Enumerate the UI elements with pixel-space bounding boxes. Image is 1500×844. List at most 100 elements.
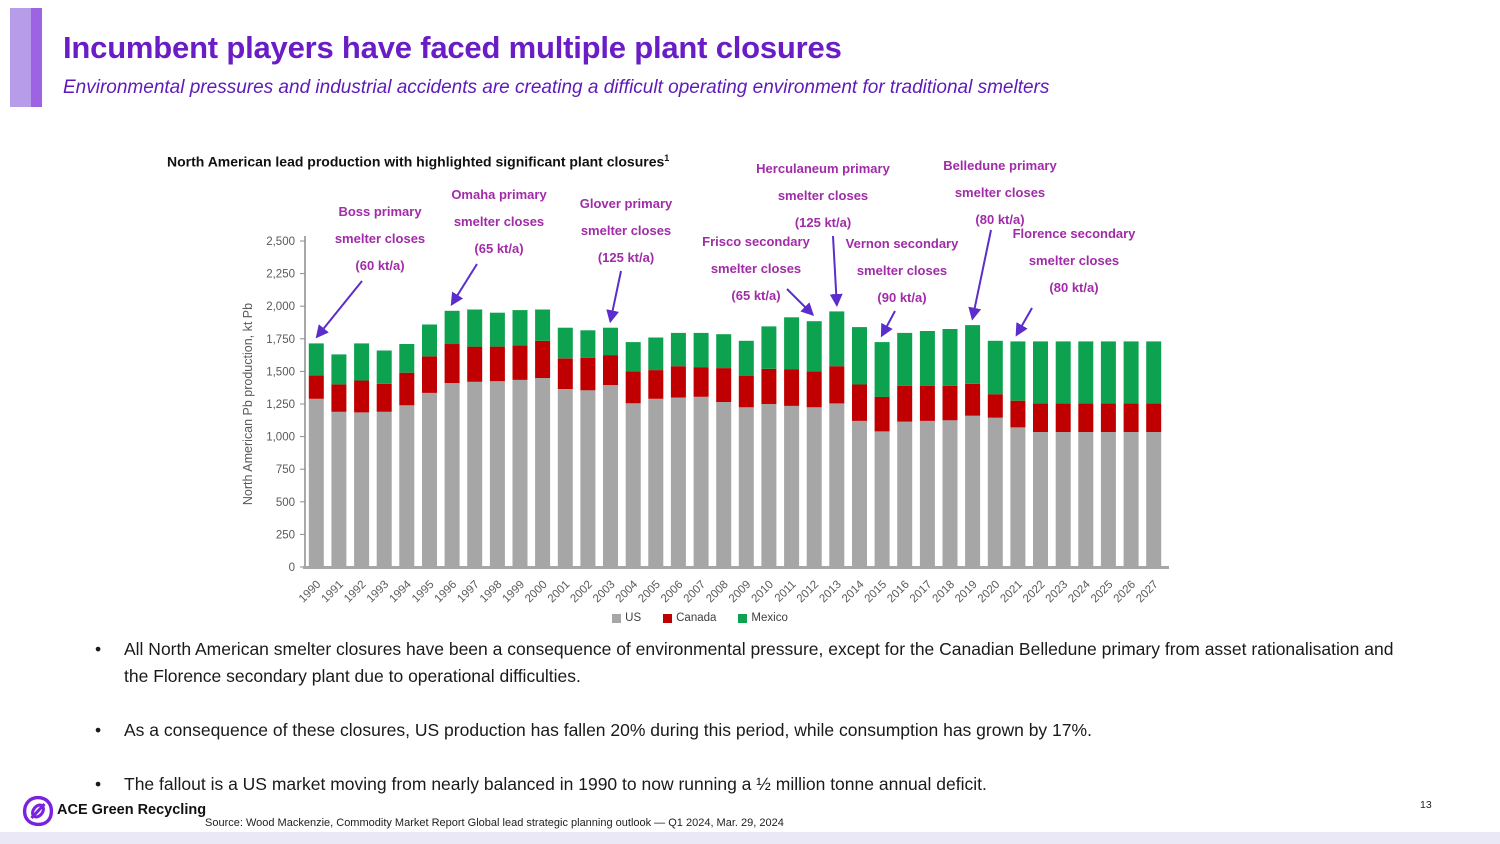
x-tick-label: 1997 bbox=[455, 579, 482, 606]
x-tick-label: 2003 bbox=[591, 579, 618, 606]
bar-segment-mexico-2013 bbox=[829, 311, 845, 367]
bar-segment-mexico-2007 bbox=[693, 332, 709, 368]
bar-segment-us-2027 bbox=[1146, 432, 1162, 567]
legend-swatch-us bbox=[612, 613, 622, 623]
x-tick-label: 1993 bbox=[365, 579, 392, 606]
bar-segment-canada-1999 bbox=[512, 345, 528, 380]
bar-segment-canada-2025 bbox=[1100, 403, 1116, 432]
ace-green-recycling-logo-icon bbox=[22, 795, 54, 827]
x-tick-label: 2018 bbox=[931, 579, 958, 606]
x-tick-label: 2007 bbox=[682, 579, 709, 606]
bar-segment-canada-1998 bbox=[489, 346, 505, 382]
annotation-capacity: (65 kt/a) bbox=[731, 288, 781, 303]
bar-segment-mexico-2023 bbox=[1055, 341, 1071, 404]
annotation-arrow-2021 bbox=[1015, 307, 1033, 337]
bullet-marker: • bbox=[95, 720, 102, 740]
page-number: 13 bbox=[1420, 799, 1432, 811]
bar-segment-canada-2011 bbox=[784, 369, 800, 406]
annotation-florence-secondary: Florence secondary smelter closes (80 kt… bbox=[986, 220, 1162, 301]
x-tick-label: 2015 bbox=[863, 579, 890, 606]
x-tick-label: 2010 bbox=[749, 579, 776, 606]
x-tick-label: 2004 bbox=[614, 578, 641, 605]
bar-segment-mexico-2006 bbox=[670, 332, 686, 367]
annotation-frisco-secondary: Frisco secondary smelter closes (65 kt/a… bbox=[668, 228, 844, 309]
bar-segment-mexico-2001 bbox=[557, 327, 573, 359]
bar-segment-mexico-2015 bbox=[874, 342, 890, 397]
bar-segment-canada-2022 bbox=[1033, 403, 1048, 432]
bar-segment-mexico-2017 bbox=[919, 331, 935, 386]
bar-segment-mexico-1997 bbox=[467, 309, 483, 347]
bar-segment-canada-2002 bbox=[580, 357, 596, 391]
bullet-text: The fallout is a US market moving from n… bbox=[124, 774, 987, 794]
bar-segment-mexico-2014 bbox=[852, 327, 867, 385]
bar-segment-us-2008 bbox=[716, 402, 732, 567]
x-tick-label: 2001 bbox=[546, 579, 573, 606]
slide-subtitle: Environmental pressures and industrial a… bbox=[63, 77, 1050, 98]
x-tick-label: 1998 bbox=[478, 579, 505, 606]
bar-segment-canada-1995 bbox=[422, 356, 437, 393]
bar-segment-mexico-2024 bbox=[1078, 341, 1094, 404]
x-tick-label: 2027 bbox=[1134, 579, 1161, 606]
bar-segment-us-2010 bbox=[761, 404, 777, 567]
bar-segment-canada-2027 bbox=[1146, 403, 1162, 432]
bar-segment-canada-2007 bbox=[693, 367, 709, 397]
bar-segment-us-1994 bbox=[399, 405, 415, 567]
bar-segment-mexico-2011 bbox=[784, 317, 800, 370]
bar-segment-canada-2017 bbox=[919, 385, 935, 421]
bar-segment-mexico-2000 bbox=[535, 309, 551, 341]
annotation-arrow-2003 bbox=[606, 270, 622, 324]
bar-segment-canada-2010 bbox=[761, 368, 777, 404]
x-tick-label: 2025 bbox=[1089, 579, 1116, 606]
bar-segment-mexico-1996 bbox=[444, 310, 460, 345]
x-tick-label: 2002 bbox=[568, 579, 595, 606]
bar-segment-us-2018 bbox=[942, 420, 958, 567]
bar-segment-us-2015 bbox=[874, 431, 890, 567]
footer-source: Source: Wood Mackenzie, Commodity Market… bbox=[205, 817, 784, 829]
legend-label-us: US bbox=[625, 612, 642, 624]
bar-segment-canada-2009 bbox=[738, 376, 754, 408]
y-tick-label: 250 bbox=[276, 529, 295, 541]
chart-title-footnote-ref: 1 bbox=[664, 153, 670, 163]
x-tick-label: 1991 bbox=[319, 579, 346, 606]
annotation-capacity: (125 kt/a) bbox=[597, 250, 655, 265]
x-tick-label: 1995 bbox=[410, 579, 437, 606]
y-tick-label: 500 bbox=[276, 497, 295, 509]
bar-segment-us-2022 bbox=[1033, 432, 1048, 567]
annotation-plant: Vernon secondary bbox=[845, 236, 959, 251]
annotation-belledune-primary: Belledune primary smelter closes (80 kt/… bbox=[912, 152, 1088, 233]
legend-label-canada: Canada bbox=[676, 612, 717, 624]
bar-segment-us-2007 bbox=[693, 396, 709, 567]
bar-segment-mexico-2005 bbox=[648, 337, 664, 371]
bar-segment-us-2025 bbox=[1100, 432, 1116, 567]
bar-segment-canada-1996 bbox=[444, 344, 460, 384]
bar-segment-us-1993 bbox=[376, 411, 392, 567]
x-tick-label: 2000 bbox=[523, 579, 550, 606]
bar-segment-canada-2014 bbox=[852, 384, 867, 421]
x-tick-label: 2008 bbox=[704, 579, 731, 606]
bar-segment-canada-2013 bbox=[829, 366, 845, 404]
bar-segment-mexico-2022 bbox=[1033, 341, 1048, 404]
annotation-plant: Omaha primary bbox=[451, 187, 547, 202]
x-tick-label: 1990 bbox=[297, 579, 324, 606]
bar-segment-mexico-2012 bbox=[806, 321, 822, 372]
bar-segment-us-2019 bbox=[965, 415, 981, 567]
x-tick-label: 2022 bbox=[1021, 579, 1048, 606]
annotation-action: smelter closes bbox=[453, 214, 545, 229]
bar-segment-us-2004 bbox=[625, 403, 641, 567]
bar-segment-canada-2018 bbox=[942, 385, 958, 421]
bar-segment-canada-2015 bbox=[874, 396, 890, 432]
bullet-item: • All North American smelter closures ha… bbox=[95, 636, 1394, 690]
bar-segment-canada-1991 bbox=[331, 384, 347, 412]
bar-segment-mexico-1994 bbox=[399, 344, 415, 373]
y-tick-label: 2,000 bbox=[266, 301, 295, 313]
x-tick-label: 1999 bbox=[501, 579, 528, 606]
chart-legend: US Canada Mexico bbox=[270, 612, 1130, 624]
annotation-herculaneum-primary: Herculaneum primary smelter closes (125 … bbox=[735, 155, 911, 236]
bar-segment-mexico-2003 bbox=[603, 327, 618, 356]
bullet-text: All North American smelter closures have… bbox=[124, 639, 1394, 686]
annotation-plant: Florence secondary bbox=[1012, 226, 1136, 241]
bar-segment-canada-1993 bbox=[376, 383, 392, 412]
x-tick-label: 2009 bbox=[727, 579, 754, 606]
x-tick-label: 1996 bbox=[433, 579, 460, 606]
